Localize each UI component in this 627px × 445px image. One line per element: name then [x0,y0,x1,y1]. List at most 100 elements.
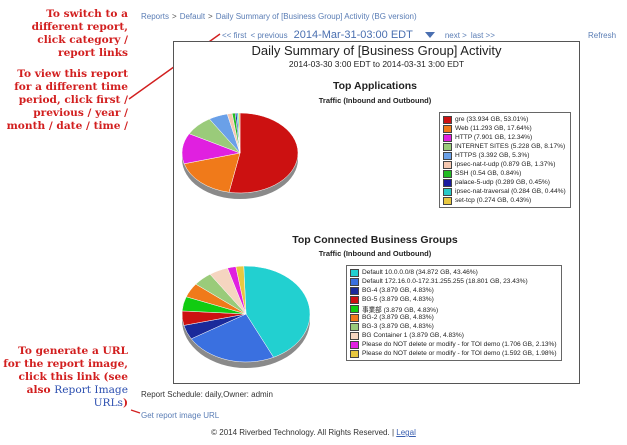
annotation-switch-report: To switch to a different report, click c… [31,8,128,59]
get-report-image-url-link[interactable]: Get report image URL [141,411,220,420]
legend-label: Default 172.16.0.0-172.31.255.255 (18.80… [362,278,528,285]
legend-top-applications: gre (33.934 GB, 53.01%) Web (11.293 GB, 1… [439,112,571,208]
legend-item: HTTP (7.901 GB, 12.34%) [443,133,566,142]
legend-label: 事業部 (3.879 GB, 4.83%) [362,306,439,314]
legend-item: Default 172.16.0.0-172.31.255.255 (18.80… [350,277,557,286]
breadcrumb: Reports > Default > Daily Summary of [Busine… [141,12,417,21]
breadcrumb-reports[interactable]: Reports [141,12,170,21]
chart-subtitle-business-groups: Traffic (Inbound and Outbound) [318,249,432,258]
legend-item: BG Container 1 (3.879 GB, 4.83%) [350,331,557,340]
legend-item: HTTPS (3.392 GB, 5.3%) [443,151,566,160]
legend-label: set-tcp (0.274 GB, 0.43%) [455,197,532,204]
legend-item: BG-5 (3.879 GB, 4.83%) [350,295,557,304]
breadcrumb-separator: > [172,12,177,21]
legend-swatch [443,169,452,178]
nav-previous-link[interactable]: < previous [250,30,288,40]
legend-label: SSH (0.54 GB, 0.84%) [455,170,522,177]
chart-title-top-applications: Top Applications [333,80,417,92]
legend-swatch [350,322,359,331]
legend-label: INTERNET SITES (5.228 GB, 8.17%) [455,143,566,150]
legend-item: gre (33.934 GB, 53.01%) [443,115,566,124]
legend-label: Please do NOT delete or modify - for TOI… [362,341,557,348]
report-schedule: Report Schedule: daily,Owner: admin [141,390,273,399]
pie-chart-top-applications [181,112,299,199]
legend-item: palace-5-udp (0.289 GB, 0.45%) [443,178,566,187]
legend-label: ipsec-nat-t-udp (0.879 GB, 1.37%) [455,161,556,168]
legend-business-groups: Default 10.0.0.0/8 (34.872 GB, 43.46%) De… [346,265,562,361]
legend-swatch [443,160,452,169]
breadcrumb-default[interactable]: Default [179,12,206,21]
nav-next-link[interactable]: next > [444,30,467,40]
legend-swatch [350,286,359,295]
annotation-image-url-text: To generate a URL for the report image, … [3,345,128,396]
legend-item: BG-4 (3.879 GB, 4.83%) [350,286,557,295]
legend-item: ipsec-nat-traversal (0.284 GB, 0.44%) [443,187,566,196]
legend-label: Default 10.0.0.0/8 (34.872 GB, 43.46%) [362,269,478,276]
legend-item: Web (11.293 GB, 17.64%) [443,124,566,133]
legend-label: HTTP (7.901 GB, 12.34%) [455,134,533,141]
pie-slice [183,152,241,193]
legend-label: BG-4 (3.879 GB, 4.83%) [362,287,434,294]
nav-last-link[interactable]: last >> [470,30,495,40]
report-title: Daily Summary of [Business Group] Activi… [251,43,502,58]
refresh-link[interactable]: Refresh [588,31,617,40]
legend-label: palace-5-udp (0.289 GB, 0.45%) [455,179,550,186]
legend-item: BG-3 (3.879 GB, 4.83%) [350,322,557,331]
legend-swatch [350,349,359,358]
legend-item: BG-2 (3.879 GB, 4.83%) [350,313,557,322]
annotation-close-paren: ) [122,397,128,409]
annotation-image-url: To generate a URL for the report image, … [0,345,128,410]
breadcrumb-separator: > [208,12,213,21]
chart-subtitle-top-applications: Traffic (Inbound and Outbound) [318,96,432,105]
legend-item: Please do NOT delete or modify - for TOI… [350,340,557,349]
footer-copyright: © 2014 Riverbed Technology. All Rights R… [211,428,395,437]
chart-title-business-groups: Top Connected Business Groups [292,234,458,246]
legend-item: set-tcp (0.274 GB, 0.43%) [443,196,566,205]
legend-swatch [350,331,359,340]
legend-label: ipsec-nat-traversal (0.284 GB, 0.44%) [455,188,566,195]
legend-swatch [350,277,359,286]
legend-swatch [443,124,452,133]
legend-label: HTTPS (3.392 GB, 5.3%) [455,152,530,159]
pie-slice [228,112,299,194]
legend-swatch [350,268,359,277]
legend-item: 事業部 (3.879 GB, 4.83%) [350,304,557,314]
legend-label: BG-3 (3.879 GB, 4.83%) [362,323,434,330]
pie-slice [238,112,241,154]
legend-item: Please do NOT delete or modify - for TOI… [350,349,557,358]
legend-swatch [443,187,452,196]
time-navigation: << first < previous 2014-Mar-31-03:00 ED… [222,29,495,41]
report-date-range: 2014-03-30 3:00 EDT to 2014-03-31 3:00 E… [288,59,465,69]
legend-swatch [443,115,452,124]
legend-item: Default 10.0.0.0/8 (34.872 GB, 43.46%) [350,268,557,277]
legend-item: INTERNET SITES (5.228 GB, 8.17%) [443,142,566,151]
leader-line-image-url [130,409,141,414]
nav-first-link[interactable]: << first [222,30,247,40]
legend-label: BG-5 (3.879 GB, 4.83%) [362,296,434,303]
legend-swatch [443,196,452,205]
legend-swatch [350,340,359,349]
legend-swatch [350,295,359,304]
legend-swatch [350,304,359,313]
nav-date-selector[interactable]: 2014-Mar-31-03:00 EDT [293,29,413,41]
legend-swatch [443,133,452,142]
breadcrumb-current-report[interactable]: Daily Summary of [Business Group] Activi… [215,12,417,21]
chevron-down-icon[interactable] [424,32,435,38]
legend-label: Web (11.293 GB, 17.64%) [455,125,532,132]
legend-label: BG-2 (3.879 GB, 4.83%) [362,314,434,321]
legend-swatch [350,313,359,322]
pie-chart-business-groups [181,265,311,368]
legend-swatch [443,151,452,160]
legend-label: gre (33.934 GB, 53.01%) [455,116,529,123]
report-image-urls-link[interactable]: Report Image URLs [54,384,128,409]
legend-label: Please do NOT delete or modify - for TOI… [362,350,557,357]
footer-legal-link[interactable]: Legal [396,428,416,437]
legend-item: ipsec-nat-t-udp (0.879 GB, 1.37%) [443,160,566,169]
legend-label: BG Container 1 (3.879 GB, 4.83%) [362,332,464,339]
footer: © 2014 Riverbed Technology. All Rights R… [0,428,627,437]
pie-slice [190,313,274,363]
legend-swatch [443,178,452,187]
pie-slice [243,265,311,358]
annotation-time-period: To view this report for a different time… [6,68,128,132]
legend-swatch [443,142,452,151]
